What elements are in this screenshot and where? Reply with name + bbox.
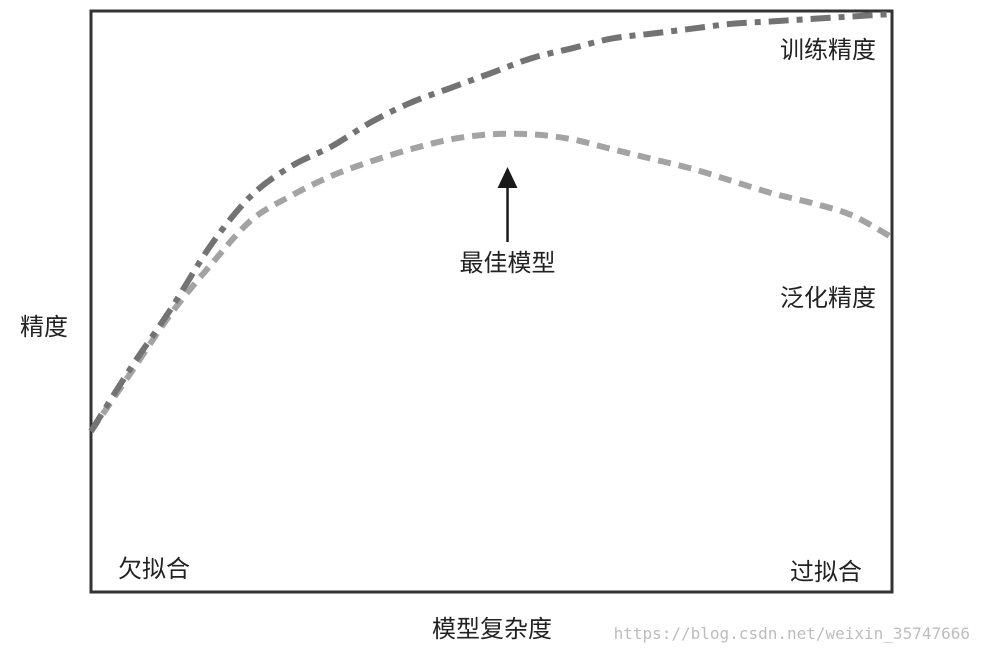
x-axis-label: 模型复杂度 [432,615,552,643]
best-model-arrow-head [497,167,518,188]
series-layer [88,11,894,434]
train-accuracy-label: 训练精度 [780,36,876,64]
best-model-label: 最佳模型 [460,249,556,277]
y-axis-label: 精度 [20,313,68,341]
generalization-accuracy-label: 泛化精度 [780,284,876,312]
train-accuracy-line [88,11,893,433]
watermark: https://blog.csdn.net/weixin_35747666 [614,624,970,643]
underfit-label: 欠拟合 [118,555,190,583]
overfit-label: 过拟合 [790,558,862,586]
plot-frame [89,9,894,594]
generalization-accuracy-line [88,130,894,434]
